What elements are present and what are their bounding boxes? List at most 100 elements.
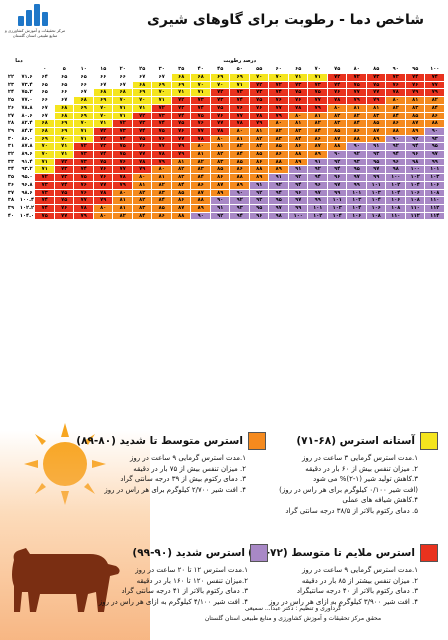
thi-cell: ۸۷ [170,203,192,213]
thi-cell: ۹۱ [307,157,328,167]
thi-cell: ۹۰ [424,126,445,136]
thi-cell: ۸۲ [209,150,231,159]
legend-item: ۳.کاهش تولید شیر (۱-۲)% می شود [313,475,418,483]
thi-cell: ۱۰۸ [404,196,426,205]
thi-cell: ۸۵ [404,111,426,121]
thi-cell: ۶۹ [229,73,250,82]
legend-item: ۲.میزان تنفس ۱۲۰ تا ۱۶۰ بار در دقیقه [136,576,248,585]
thi-cell: ۷۱ [73,126,94,136]
thi-cell: ۱۰۰ [404,165,426,175]
thi-cell: ۷۳ [248,88,270,98]
thi-cell: ۷۶ [53,203,75,213]
thi-cell: ۷۳ [209,96,231,105]
thi-cell: ۹۵ [365,157,387,167]
thi-cell: ۷۹ [151,157,172,167]
thi-cell: ۹۷ [287,196,309,205]
humidity-tick: ۳۰ [151,65,172,74]
table-row: ۲۴ ۷۵.۲ ۶۵ ۶۶ ۶۷ ۶۸ ۶۸ ۶۹ ۷۰ ۷۱ ۷۱ ۷۲ ۷۳ ۷۳ ۷۴ ۷۵ ۷۵ ۷۶ ۷۷… [2,88,445,98]
humidity-tick: ۸۵ [365,65,387,74]
humidity-tick: ۶۰ [268,65,289,74]
thi-cell: ۶۹ [34,134,55,144]
thi-cell: ۷۱ [53,150,75,159]
thi-cell: ۸۶ [190,180,211,190]
thi-cell: ۷۵ [53,188,75,198]
thi-cell: ۷۷ [170,134,192,144]
thi-cell: ۹۷ [365,165,387,175]
thi-cell: ۷۳ [229,88,250,98]
thi-cell: ۷۴ [34,203,55,213]
thi-cell: ۷۱ [151,96,172,105]
thi-cell: ۷۶ [404,80,426,90]
thi-cell: ۸۴ [346,119,367,128]
logo-text: مرکز تحقیقات و آموزش کشاورزی و منابع طبی… [4,28,66,38]
thi-cell: ۸۰ [209,134,231,144]
thi-cell: ۸۱ [404,96,426,105]
temp-c-cell: ۳۷ [2,188,20,198]
thi-cell: ۸۷ [404,119,426,128]
thi-cell: ۷۸ [190,134,211,144]
thi-cell: ۸۹ [268,165,289,175]
thi-cell: ۹۶ [307,180,328,190]
thi-cell: ۷۲ [248,80,270,90]
thi-cell: ۹۲ [385,142,406,152]
thi-cell: ۷۵ [346,80,367,90]
temp-c-cell: ۳۸ [2,196,20,205]
table-row: ۳۵ ۹۵.۰ ۷۲ ۷۳ ۷۵ ۷۶ ۷۸ ۸۰ ۸۱ ۸۳ ۸۴ ۸۶ ۸۸ ۸۹ ۹۱ ۹۲ ۹۴ ۹۶ ۹۷… [2,173,445,182]
thi-cell: ۷۰ [53,134,75,144]
thi-cell: ۷۳ [73,150,94,159]
thi-cell: ۷۴ [190,103,211,113]
humidity-tick: ۴۵ [209,65,231,74]
thi-cell: ۸۴ [287,134,309,144]
humidity-tick: ۱۵ [92,65,114,74]
thi-cell: ۸۱ [151,173,172,182]
thi-cell: ۷۰ [248,73,270,82]
thi-cell: ۹۴ [385,150,406,159]
temp-c-cell: ۳۴ [2,165,20,175]
thi-cell: ۸۳ [170,173,192,182]
thi-cell: ۸۱ [248,126,270,136]
thi-cell: ۷۶ [151,134,172,144]
table-row: ۳۰ ۸۶.۰ ۶۹ ۷۰ ۷۱ ۷۲ ۷۴ ۷۵ ۷۶ ۷۷ ۷۸ ۸۰ ۸۱ ۸۲ ۸۳ ۸۴ ۸۶ ۸۷ ۸۸… [2,134,445,144]
legend-item: ۳. دمای رکتوم بالاتر از ۴۰ درجه سانتیگرا… [296,587,418,595]
thi-cell: ۸۸ [268,157,289,167]
thi-cell: ۸۱ [365,103,387,113]
thi-cell: ۹۳ [365,150,387,159]
thi-cell: ۹۴ [287,180,309,190]
thi-cell: ۷۹ [131,165,153,175]
thi-cell: ۹۳ [424,134,445,144]
temp-f-cell: ۷۵.۲ [18,88,36,98]
thi-cell: ۸۴ [248,142,270,152]
thi-cell: ۹۴ [229,211,250,221]
thi-cell: ۶۹ [73,111,94,121]
thi-cell: ۷۱ [112,103,133,113]
table-row: ۲۸ ۸۲.۴ ۶۸ ۶۹ ۷۰ ۷۱ ۷۲ ۷۳ ۷۴ ۷۵ ۷۶ ۷۷ ۷۸ ۷۹ ۸۰ ۸۱ ۸۲ ۸۳ ۸۴… [2,119,445,128]
thi-cell: ۹۵ [346,165,367,175]
humidity-tick: ۵ [53,65,75,74]
thi-cell: ۸۸ [190,196,211,205]
thi-cell: ۶۷ [92,80,114,90]
thi-cell: ۹۷ [268,203,289,213]
thi-cell: ۹۲ [268,180,289,190]
humidity-tick: ۹۰ [385,65,406,74]
thi-cell: ۶۸ [92,88,114,98]
thi-cell: ۸۶ [268,150,289,159]
thi-cell: ۸۲ [170,165,192,175]
thi-cell: ۱۰۱ [424,165,445,175]
thi-cell: ۱۰۶ [346,211,367,221]
thi-cell: ۷۵ [287,88,309,98]
thi-cell: ۷۲ [131,111,153,121]
thi-cell: ۶۸ [112,88,133,98]
logo-icon [18,4,52,26]
thi-cell: ۷۹ [268,111,289,121]
thi-cell: ۹۵ [268,196,289,205]
thi-cell: ۷۶ [326,88,348,98]
thi-cell: ۷۷ [424,80,445,90]
thi-cell: ۸۴ [190,173,211,182]
thi-cell: ۸۴ [424,103,445,113]
thi-cell: ۷۶ [73,188,94,198]
thi-cell: ۷۸ [112,173,133,182]
thi-cell: ۸۹ [248,173,270,182]
legend-item: ۱.مدت استرس گرمایی ۳ ساعت در روز [301,454,418,462]
thi-cell: ۷۲ [73,142,94,152]
thi-cell: ۸۱ [190,150,211,159]
